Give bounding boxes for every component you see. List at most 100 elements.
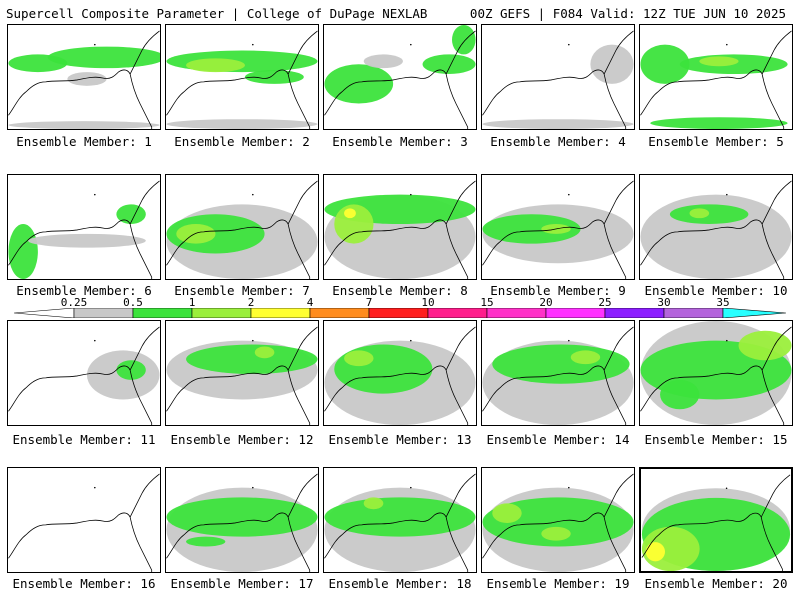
member-panel-13[interactable] [323, 320, 477, 426]
member-panel-7[interactable] [165, 174, 319, 280]
scp-contour-cat2 [47, 46, 160, 69]
scp-contour-cat2 [166, 497, 318, 537]
map-speck [726, 43, 728, 46]
map-speck [726, 339, 728, 342]
gulf-coastline [324, 512, 469, 572]
member-label-12: Ensemble Member: 12 [170, 432, 314, 447]
atlantic-coastline [603, 326, 634, 371]
member-panel-16[interactable] [7, 467, 161, 573]
atlantic-coastline [129, 473, 160, 518]
scp-contour-cat3 [492, 503, 522, 523]
scp-contour-cat2 [8, 224, 38, 279]
atlantic-coastline [445, 326, 476, 371]
member-label-5: Ensemble Member: 5 [648, 134, 784, 149]
scp-contour-cat2 [116, 360, 146, 380]
scp-contour-cat2 [166, 214, 265, 254]
member-label-6: Ensemble Member: 6 [16, 283, 152, 298]
member-label-3: Ensemble Member: 3 [332, 134, 468, 149]
atlantic-coastline [129, 326, 160, 371]
gulf-coastline [8, 512, 153, 572]
scp-contour-cat2 [640, 44, 690, 84]
member-map-1 [8, 30, 160, 129]
scp-contour-cat4 [344, 208, 356, 219]
gulf-coastline [482, 69, 627, 129]
member-map-9 [482, 180, 634, 279]
atlantic-coastline [603, 473, 634, 518]
atlantic-coastline [445, 30, 476, 75]
member-panel-4[interactable] [481, 24, 635, 130]
member-panel-20[interactable] [639, 467, 793, 573]
colorbar-label-0.5: 0.5 [123, 296, 143, 309]
member-label-19: Ensemble Member: 19 [486, 576, 630, 591]
member-panel-6[interactable] [7, 174, 161, 280]
colorbar-segment-11 [663, 308, 724, 318]
colorbar-segment-8 [486, 308, 547, 318]
member-label-4: Ensemble Member: 4 [490, 134, 626, 149]
member-panel-2[interactable] [165, 24, 319, 130]
scp-contour-cat4 [645, 542, 665, 562]
gulf-coastline [482, 512, 627, 572]
member-panel-9[interactable] [481, 174, 635, 280]
colorbar-segment-2 [132, 308, 193, 318]
scp-contour-cat2 [422, 54, 476, 75]
scp-contour-cat3 [738, 330, 792, 361]
scp-contour-cat3 [363, 497, 384, 510]
colorbar-label-25: 25 [598, 296, 612, 309]
scp-contour-cat3 [699, 56, 739, 67]
atlantic-coastline [445, 473, 476, 518]
map-speck [726, 193, 728, 196]
member-map-4 [482, 30, 634, 129]
member-panel-5[interactable] [639, 24, 793, 130]
colorbar-label-2: 2 [247, 296, 255, 309]
atlantic-coastline [287, 326, 318, 371]
atlantic-coastline [603, 30, 634, 75]
scp-contour-cat2 [116, 204, 146, 225]
colorbar-arrow-low [14, 308, 75, 318]
member-panel-17[interactable] [165, 467, 319, 573]
atlantic-coastline [129, 180, 160, 225]
member-panel-19[interactable] [481, 467, 635, 573]
scp-contour-cat2 [186, 536, 226, 547]
member-label-20: Ensemble Member: 20 [644, 576, 788, 591]
member-label-18: Ensemble Member: 18 [328, 576, 472, 591]
member-map-7 [166, 180, 318, 279]
map-speck [252, 43, 254, 46]
page-title: Supercell Composite Parameter | College … [6, 6, 428, 21]
member-panel-10[interactable] [639, 174, 793, 280]
colorbar-arrow-high [722, 308, 786, 318]
scp-contour-cat1 [482, 119, 634, 129]
member-panel-18[interactable] [323, 467, 477, 573]
scp-contour-cat2 [334, 344, 433, 394]
member-label-16: Ensemble Member: 16 [12, 576, 156, 591]
map-speck [568, 339, 570, 342]
member-panel-11[interactable] [7, 320, 161, 426]
scp-contour-cat1 [8, 121, 160, 129]
colorbar-label-1: 1 [188, 296, 196, 309]
scp-contour-cat1 [28, 233, 146, 248]
gulf-coastline [8, 365, 153, 425]
colorbar-segment-7 [427, 308, 488, 318]
map-speck [252, 486, 254, 489]
member-panel-1[interactable] [7, 24, 161, 130]
member-panel-15[interactable] [639, 320, 793, 426]
member-label-7: Ensemble Member: 7 [174, 283, 310, 298]
member-panel-8[interactable] [323, 174, 477, 280]
member-panel-14[interactable] [481, 320, 635, 426]
colorbar-label-30: 30 [657, 296, 671, 309]
map-speck [94, 339, 96, 342]
member-panel-12[interactable] [165, 320, 319, 426]
map-speck [94, 43, 96, 46]
member-panel-3[interactable] [323, 24, 477, 130]
scp-contour-cat2 [492, 344, 630, 384]
member-label-2: Ensemble Member: 2 [174, 134, 310, 149]
member-map-11 [8, 326, 160, 425]
map-speck [568, 43, 570, 46]
gulf-coastline [166, 512, 311, 572]
gulf-coastline [640, 219, 785, 279]
colorbar-segment-5 [309, 308, 370, 318]
scp-contour-cat3 [334, 204, 374, 244]
scp-contour-cat2 [324, 497, 476, 537]
colorbar-label-4: 4 [306, 296, 314, 309]
gulf-coastline [8, 69, 153, 129]
colorbar-label-10: 10 [421, 296, 435, 309]
